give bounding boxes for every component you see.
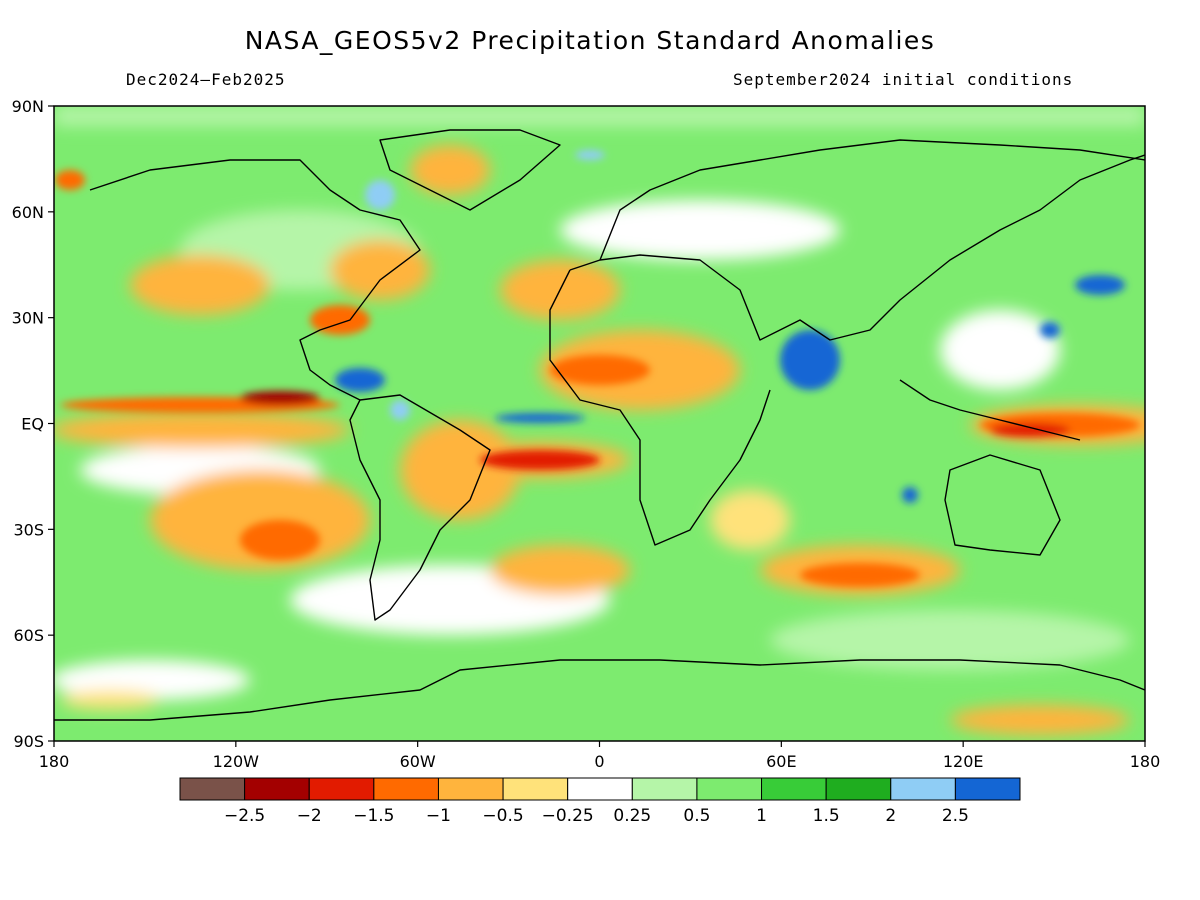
colorbar: −2.5 −2 −1.5 −1 −0.5 −0.25 0.25 0.5 1 1.5 2 2.5	[179, 777, 1021, 826]
colorbar-swatch	[373, 777, 439, 801]
lon-tick-label: 180	[39, 752, 70, 771]
colorbar-swatch	[890, 777, 956, 801]
lon-tick-label: 0	[594, 752, 604, 771]
colorbar-swatch	[244, 777, 310, 801]
map-title: NASA_GEOS5v2 Precipitation Standard Anom…	[244, 26, 936, 55]
colorbar-swatch	[761, 777, 827, 801]
colorbar-swatch	[954, 777, 1021, 801]
lat-tick-label: 30S	[13, 520, 44, 539]
colorbar-label: 0.5	[683, 806, 710, 826]
colorbar-label: 2	[885, 806, 896, 826]
lat-tick-label: 90N	[12, 97, 44, 116]
colorbar-swatch	[696, 777, 763, 801]
lat-tick-label: 60S	[13, 626, 44, 645]
lon-tick-label: 120E	[943, 752, 984, 771]
colorbar-label: −0.25	[542, 806, 594, 826]
lon-tick-label: 120W	[213, 752, 260, 771]
colorbar-label: 1	[756, 806, 767, 826]
forecast-period: Dec2024–Feb2025	[126, 70, 286, 89]
colorbar-swatch	[179, 777, 246, 801]
colorbar-label: −1.5	[353, 806, 394, 826]
lat-tick-label: EQ	[21, 415, 44, 434]
colorbar-swatch	[567, 777, 633, 801]
colorbar-label: −2	[297, 806, 322, 826]
lon-tick-label: 180	[1130, 752, 1161, 771]
colorbar-swatch	[631, 777, 698, 801]
colorbar-label: 2.5	[942, 806, 969, 826]
initial-conditions: September2024 initial conditions	[733, 70, 1074, 89]
lon-tick-label: 60E	[766, 752, 796, 771]
colorbar-swatch	[437, 777, 504, 801]
colorbar-swatch	[308, 777, 375, 801]
lon-tick-label: 60W	[400, 752, 436, 771]
colorbar-label: −2.5	[224, 806, 265, 826]
coastlines	[54, 129, 1145, 721]
colorbar-label: −1	[426, 806, 451, 826]
lat-tick-label: 60N	[12, 203, 44, 222]
colorbar-swatch	[825, 777, 892, 801]
colorbar-swatch	[502, 777, 569, 801]
anomaly-field	[54, 106, 1145, 741]
colorbar-label: 0.25	[613, 806, 651, 826]
lat-tick-label: 90S	[13, 732, 44, 751]
colorbar-label: 1.5	[813, 806, 840, 826]
colorbar-label: −0.5	[482, 806, 523, 826]
lat-tick-label: 30N	[12, 309, 44, 328]
